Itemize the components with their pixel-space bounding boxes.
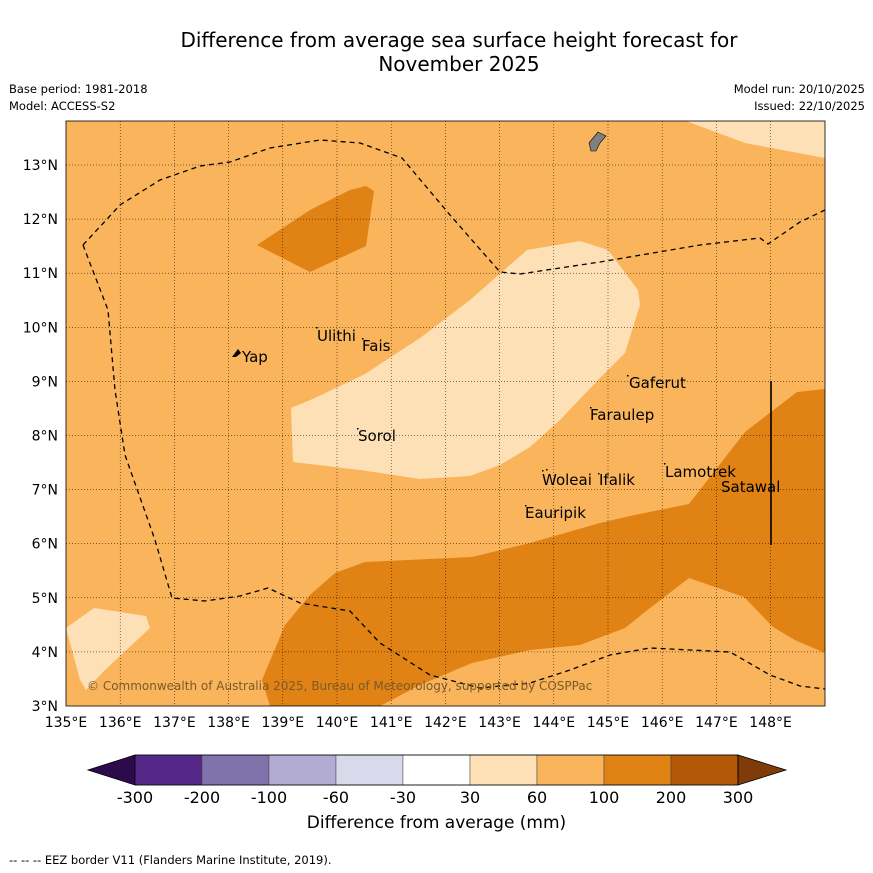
lat-tick-label: 6°N: [32, 537, 58, 553]
title-line-2: November 2025: [378, 52, 540, 76]
copyright-text: © Commonwealth of Australia 2025, Bureau…: [87, 679, 592, 693]
longitude-axis: 135°E 136°E 137°E 138°E 139°E 140°E 141°E 142°E…: [45, 715, 792, 731]
lat-tick-label: 13°N: [23, 158, 58, 174]
lon-tick-label: 143°E: [478, 715, 521, 731]
issued-date: Issued: 22/10/2025: [754, 99, 865, 113]
colorbar-extend-high: [737, 754, 788, 786]
label-gaferut: Gaferut: [629, 374, 686, 392]
lon-tick-label: 142°E: [424, 715, 467, 731]
lat-tick-label: 4°N: [32, 645, 58, 661]
colorbar-tick-label: 30: [460, 788, 480, 807]
colorbar-segment: [469, 754, 538, 786]
island-dots: [316, 327, 666, 507]
lat-tick-label: 7°N: [32, 483, 58, 499]
label-eauripik: Eauripik: [525, 504, 586, 522]
colorbar-ticks: -300 -200 -100 -60 -30 30 60 100 200 300: [117, 788, 753, 807]
anomaly-field: [66, 121, 825, 706]
lat-tick-label: 9°N: [32, 374, 58, 390]
colorbar-tick-label: 100: [589, 788, 620, 807]
colorbar-tick-label: -300: [117, 788, 153, 807]
label-woleai: Woleai: [542, 471, 592, 489]
lon-tick-label: 148°E: [749, 715, 792, 731]
lon-tick-label: 141°E: [370, 715, 413, 731]
meta-left: Base period: 1981-2018 Model: ACCESS-S2: [9, 81, 148, 115]
region-30-60-northeast: [686, 121, 825, 158]
lon-tick-label: 147°E: [695, 715, 738, 731]
colorbar-segment: [335, 754, 404, 786]
region-30-60-southwest: [66, 608, 150, 690]
colorbar-tick-label: -30: [390, 788, 416, 807]
label-satawal: Satawal: [721, 478, 780, 496]
gridlines: [66, 121, 825, 706]
colorbar-segment: [201, 754, 270, 786]
lat-tick-label: 8°N: [32, 429, 58, 445]
colorbar-tick-label: -60: [323, 788, 349, 807]
colorbar-extend-low: [86, 754, 136, 786]
lon-tick-label: 136°E: [99, 715, 142, 731]
island-guam: [588, 131, 607, 152]
eez-border: [82, 139, 826, 690]
region-100-200-north: [257, 186, 374, 272]
map-frame: [65, 120, 826, 707]
label-yap: Yap: [241, 348, 268, 366]
region-100-200-south: [262, 389, 825, 706]
colorbar-segment: [134, 754, 203, 786]
island-yap: [232, 349, 241, 357]
lat-tick-label: 5°N: [32, 591, 58, 607]
label-ifalik: Ifalik: [599, 471, 635, 489]
lon-tick-label: 137°E: [153, 715, 196, 731]
label-faraulep: Faraulep: [590, 406, 654, 424]
map-title: Difference from average sea surface heig…: [0, 28, 873, 76]
lon-tick-label: 140°E: [316, 715, 359, 731]
lon-tick-label: 146°E: [641, 715, 684, 731]
colorbar-tick-label: 200: [656, 788, 687, 807]
label-sorol: Sorol: [358, 427, 396, 445]
lon-tick-label: 135°E: [45, 715, 88, 731]
colorbar-label: Difference from average (mm): [306, 813, 567, 833]
colorbar-segment: [402, 754, 471, 786]
title-line-1: Difference from average sea surface heig…: [180, 28, 738, 52]
region-30-60-central: [291, 241, 640, 479]
lon-tick-label: 138°E: [207, 715, 250, 731]
label-ulithi: Ulithi: [317, 327, 356, 345]
meta-right: Model run: 20/10/2025 Issued: 22/10/2025: [734, 81, 865, 115]
colorbar-outline: [134, 754, 739, 786]
lat-tick-label: 11°N: [23, 266, 58, 282]
lat-tick-label: 10°N: [23, 320, 58, 336]
colorbar-segment: [603, 754, 672, 786]
colorbar-tick-label: 60: [527, 788, 547, 807]
colorbar-tick-label: -200: [184, 788, 220, 807]
colorbar-tick-label: -100: [251, 788, 287, 807]
base-period: Base period: 1981-2018: [9, 82, 148, 96]
lon-tick-label: 144°E: [533, 715, 576, 731]
model-run: Model run: 20/10/2025: [733, 82, 865, 96]
colorbar-segment: [670, 754, 739, 786]
eez-footnote: -- -- -- EEZ border V11 (Flanders Marine…: [9, 853, 332, 867]
model-name: Model: ACCESS-S2: [9, 99, 116, 113]
colorbar: [86, 754, 788, 786]
colorbar-segment: [268, 754, 337, 786]
latitude-axis: 3°N 4°N 5°N 6°N 7°N 8°N 9°N 10°N 11°N 12°N 13°N: [23, 158, 58, 715]
label-lamotrek: Lamotrek: [665, 463, 736, 481]
colorbar-tick-label: 300: [723, 788, 754, 807]
label-fais: Fais: [362, 337, 391, 355]
lat-tick-label: 3°N: [32, 699, 58, 715]
colorbar-segment: [536, 754, 605, 786]
lon-tick-label: 139°E: [262, 715, 305, 731]
lon-tick-label: 145°E: [587, 715, 630, 731]
lat-tick-label: 12°N: [23, 212, 58, 228]
